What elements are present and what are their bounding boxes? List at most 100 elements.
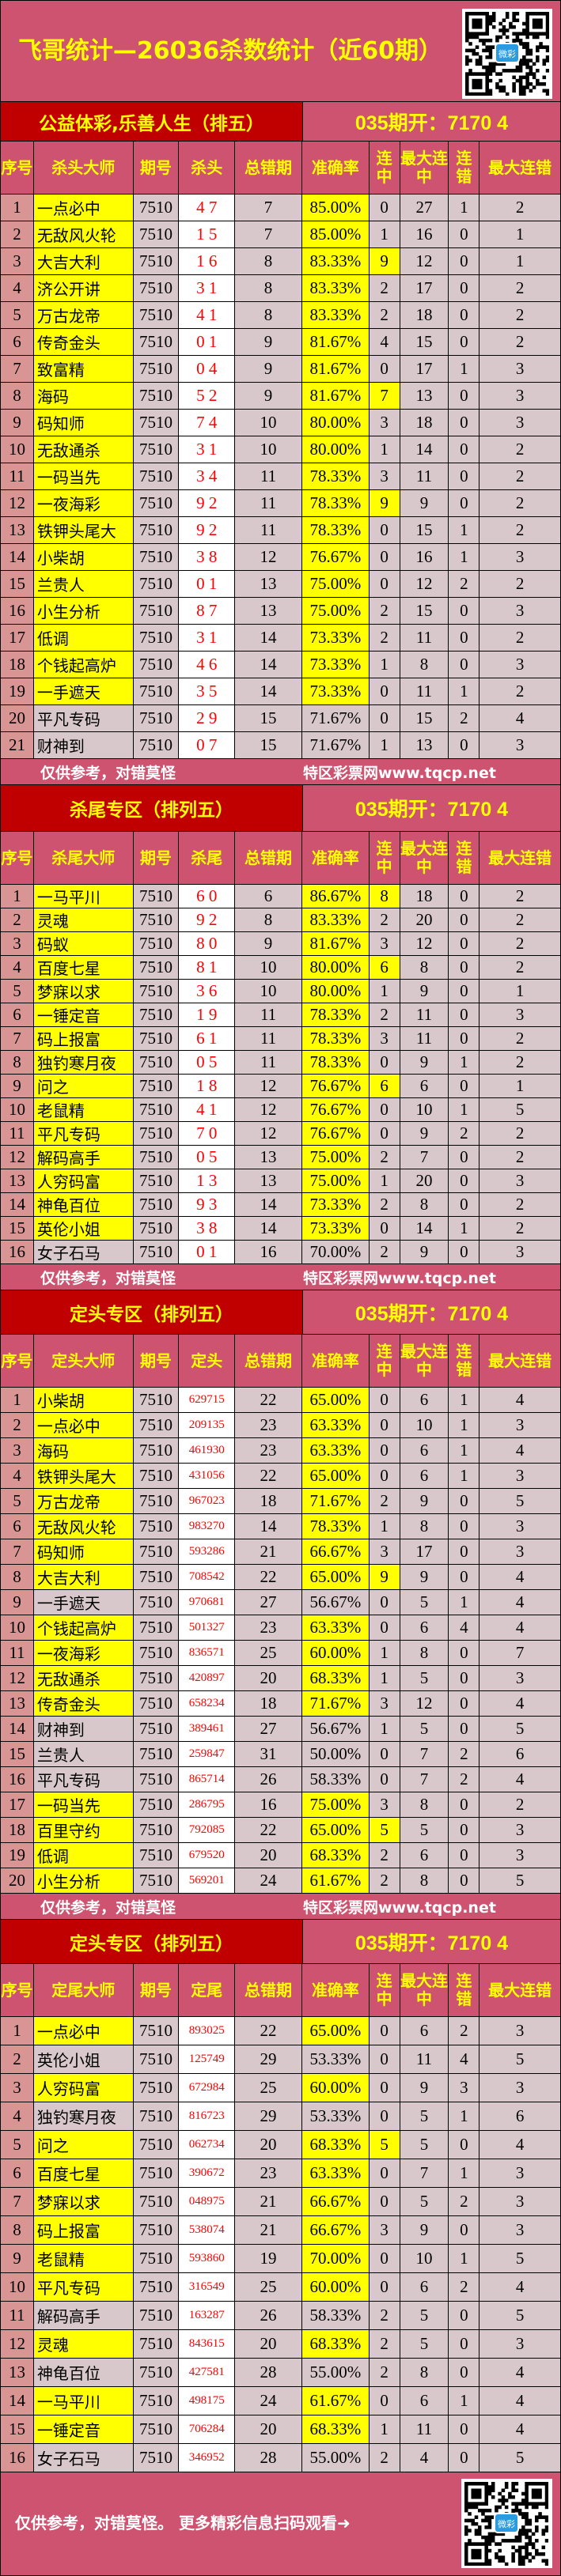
column-header: 定尾大师 [33,1964,134,2016]
total-errors-cell: 22 [235,1388,302,1412]
master-name-cell: 一夜海彩 [33,490,134,516]
column-header: 期号 [133,142,180,194]
seq-cell: 10 [1,1098,34,1121]
pick-cell: 983270 [179,1514,236,1539]
table-row: 11 一码当先 7510 3 4 11 78.33% 3 11 0 2 [1,463,561,490]
current-streak-cell: 1 [369,221,400,247]
master-name-cell: 神龟百位 [33,2359,134,2386]
seq-cell: 18 [1,652,34,678]
accuracy-cell: 78.33% [301,517,370,543]
master-name-cell: 海码 [33,1438,134,1463]
current-miss-cell: 1 [449,1590,480,1615]
current-streak-cell: 0 [369,1742,400,1766]
max-miss-cell: 3 [480,410,561,436]
total-errors-cell: 14 [235,1193,302,1216]
max-streak-cell: 6 [400,1438,449,1463]
table-row: 15 一锤定音 7510 706284 20 68.33% 1 11 0 4 [1,2415,561,2444]
max-miss-cell: 3 [480,383,561,409]
period-cell: 7510 [133,885,180,908]
seq-cell: 4 [1,956,34,979]
seq-cell: 3 [1,248,34,274]
current-streak-cell: 5 [369,1818,400,1842]
master-name-cell: 一马平川 [33,885,134,908]
master-name-cell: 女子石马 [33,1241,134,1263]
disclaimer-footer: 仅供参考，对错莫怪 特区彩票网www.tqcp.net [1,1264,560,1290]
max-streak-cell: 5 [400,2330,449,2358]
column-header: 总错期 [235,1964,302,2016]
pick-cell: 4 1 [179,1098,236,1121]
max-miss-cell: 5 [480,1717,561,1741]
website-link[interactable]: 特区彩票网www.tqcp.net [303,1269,496,1287]
website-link[interactable]: 特区彩票网www.tqcp.net [303,1898,496,1917]
master-name-cell: 铁钾头尾大 [33,517,134,543]
table-row: 11 解码高手 7510 163287 26 58.33% 2 5 0 5 [1,2302,561,2330]
max-miss-cell: 4 [480,1590,561,1615]
table-row: 12 一夜海彩 7510 9 2 11 78.33% 9 9 0 2 [1,490,561,517]
max-miss-cell: 4 [480,705,561,731]
total-errors-cell: 20 [235,2330,302,2358]
master-name-cell: 平凡专码 [33,2273,134,2301]
current-streak-cell: 2 [369,2302,400,2329]
max-streak-cell: 8 [400,1641,449,1665]
max-miss-cell: 4 [480,1565,561,1589]
table-row: 11 平凡专码 7510 7 0 12 76.67% 0 9 2 2 [1,1122,561,1146]
period-cell: 7510 [133,195,180,221]
accuracy-cell: 68.33% [301,1843,370,1868]
period-cell: 7510 [133,1413,180,1437]
current-streak-cell: 0 [369,1438,400,1463]
table-row: 8 独钓寒月夜 7510 0 5 11 78.33% 0 9 1 2 [1,1051,561,1075]
column-header: 杀尾 [179,832,236,884]
table-row: 3 大吉大利 7510 1 6 8 83.33% 9 12 0 1 [1,248,561,275]
table-row: 15 兰贵人 7510 0 1 13 75.00% 0 12 2 2 [1,571,561,598]
current-streak-cell: 7 [369,383,400,409]
seq-cell: 7 [1,1027,34,1050]
pick-cell: 6 1 [179,1027,236,1050]
max-miss-cell: 6 [480,1742,561,1766]
accuracy-cell: 73.33% [301,625,370,651]
accuracy-cell: 80.00% [301,410,370,436]
master-name-cell: 码知师 [33,1539,134,1564]
accuracy-cell: 65.00% [301,1388,370,1412]
master-name-cell: 一手遮天 [33,678,134,704]
seq-cell: 5 [1,1489,34,1513]
accuracy-cell: 55.00% [301,2359,370,2386]
disclaimer-footer: 仅供参考，对错莫怪 特区彩票网www.tqcp.net [1,1894,560,1920]
table-row: 14 神龟百位 7510 9 3 14 73.33% 2 8 0 2 [1,1193,561,1217]
max-miss-cell: 3 [480,1539,561,1564]
pick-cell: 7 0 [179,1122,236,1145]
max-streak-cell: 5 [400,2302,449,2329]
accuracy-cell: 83.33% [301,302,370,328]
current-miss-cell: 0 [449,2302,480,2329]
master-name-cell: 梦寐以求 [33,980,134,1003]
total-errors-cell: 13 [235,598,302,624]
max-streak-cell: 7 [400,2159,449,2187]
accuracy-cell: 76.67% [301,544,370,570]
accuracy-cell: 73.33% [301,652,370,678]
table-row: 5 万古龙帝 7510 967023 18 71.67% 2 9 0 5 [1,1489,561,1514]
website-link[interactable]: 特区彩票网www.tqcp.net [303,764,496,782]
master-name-cell: 兰贵人 [33,1742,134,1766]
disclaimer-text: 仅供参考，对错莫怪 [40,764,176,782]
column-header: 定尾 [179,1964,236,2016]
table-row: 19 一手遮天 7510 3 5 14 73.33% 0 11 1 2 [1,678,561,705]
master-name-cell: 百里守约 [33,1818,134,1842]
accuracy-cell: 78.33% [301,1027,370,1050]
column-header: 最大连错 [480,1964,561,2016]
total-errors-cell: 24 [235,1868,302,1893]
accuracy-cell: 68.33% [301,2415,370,2443]
period-cell: 7510 [133,1169,180,1192]
current-miss-cell: 0 [449,275,480,301]
max-streak-cell: 9 [400,1122,449,1145]
max-miss-cell: 2 [480,1792,561,1817]
pick-cell: 2 9 [179,705,236,731]
current-streak-cell: 3 [369,410,400,436]
seq-cell: 20 [1,1868,34,1893]
pick-cell: 498175 [179,2387,236,2415]
max-streak-cell: 8 [400,1193,449,1216]
period-cell: 7510 [133,1003,180,1026]
accuracy-cell: 66.67% [301,2216,370,2244]
current-miss-cell: 1 [449,195,480,221]
period-cell: 7510 [133,2045,180,2073]
pick-cell: 316549 [179,2273,236,2301]
pick-cell: 1 9 [179,1003,236,1026]
